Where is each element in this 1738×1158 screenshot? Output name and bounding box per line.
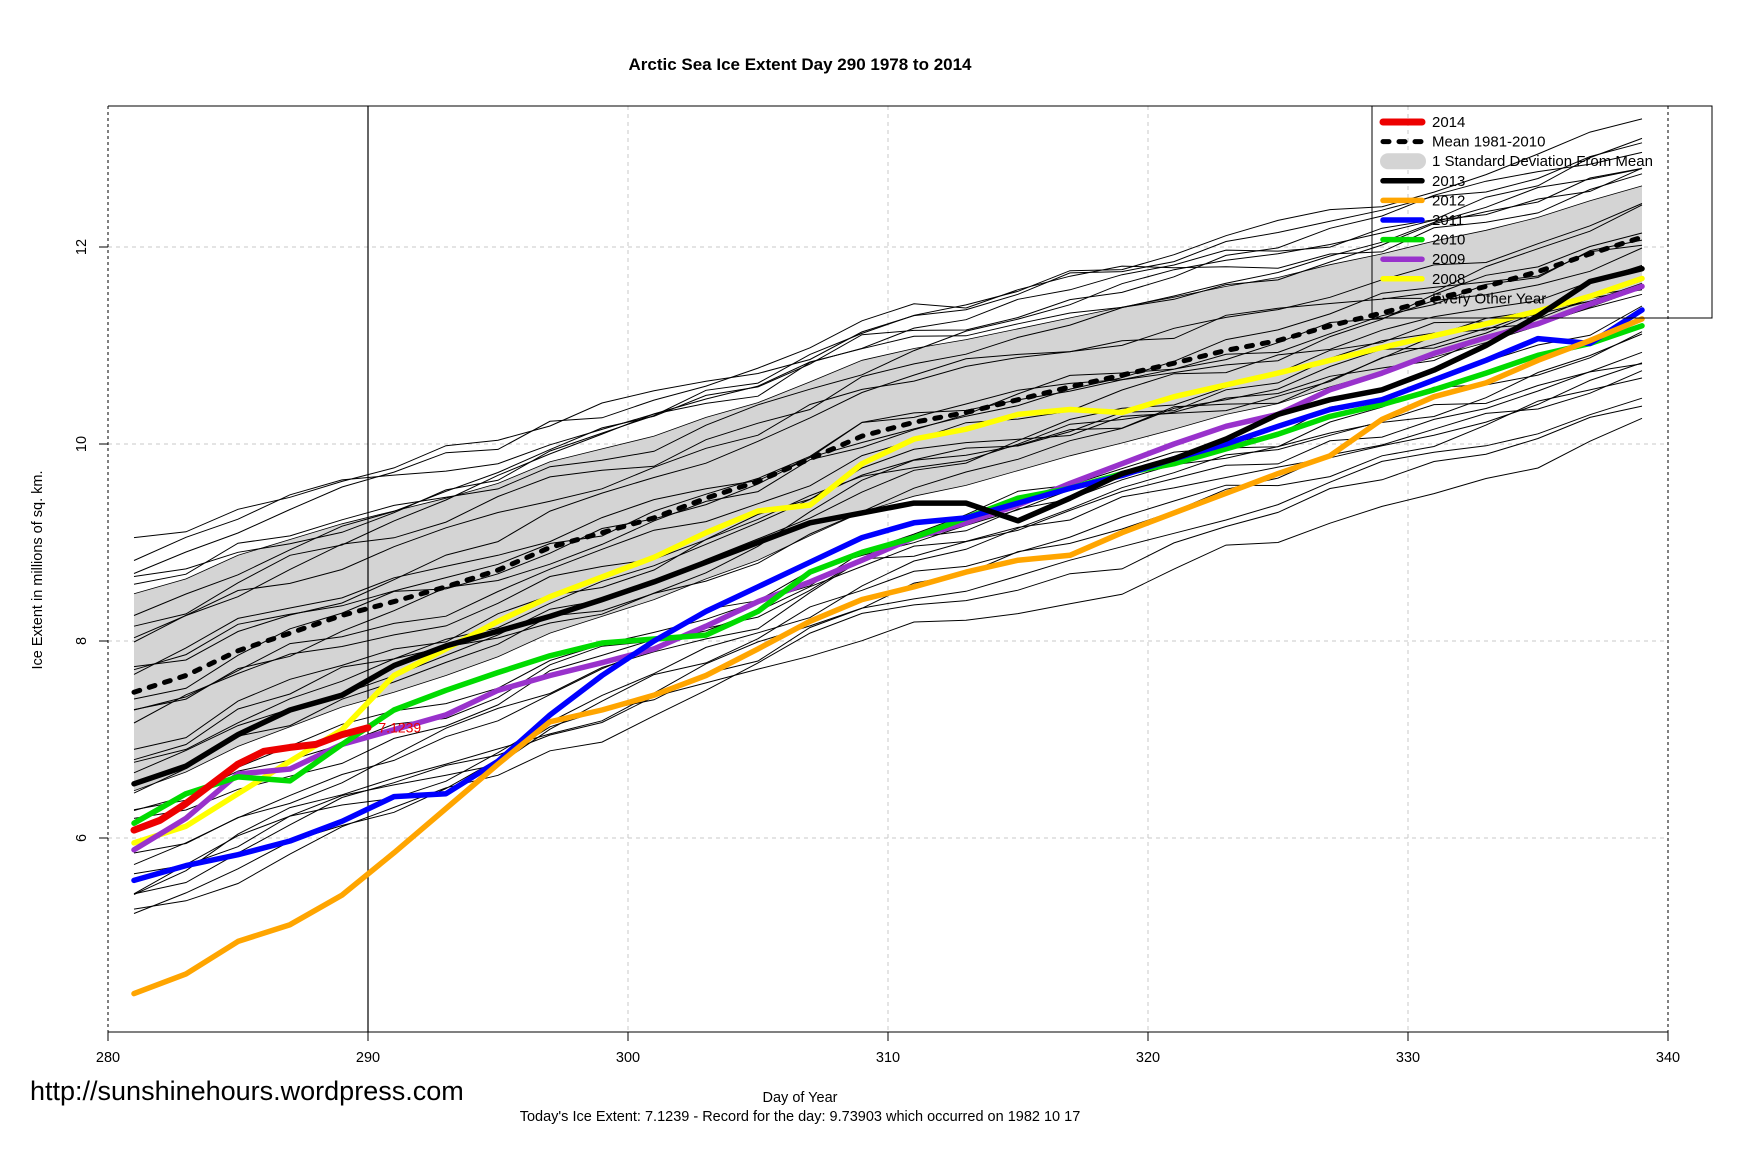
other-year-line	[133, 397, 1643, 895]
x-tick-label: 280	[96, 1050, 120, 1066]
x-tick-label: 300	[616, 1050, 640, 1066]
series-line-2009	[131, 283, 1645, 853]
other-year-line	[133, 417, 1643, 895]
other-year-line	[133, 280, 1643, 750]
legend-label-2008: 2008	[1432, 271, 1465, 288]
legend-label-1-standard-deviation-from-mean: 1 Standard Deviation From Mean	[1432, 153, 1653, 170]
std-deviation-band	[134, 185, 1642, 791]
other-year-line	[133, 142, 1643, 539]
x-tick-label: 340	[1656, 1050, 1680, 1066]
y-tick-label: 6	[74, 834, 90, 842]
other-year-line	[133, 244, 1643, 700]
other-year-line	[133, 377, 1643, 875]
other-year-line	[133, 289, 1643, 724]
other-year-line	[133, 282, 1643, 761]
other-year-line	[133, 293, 1643, 763]
y-tick-label: 8	[74, 637, 90, 645]
other-year-line	[133, 405, 1643, 910]
y-tick-label: 10	[74, 436, 90, 452]
std-deviation-band-upper-edge	[133, 185, 1643, 595]
other-year-line	[133, 264, 1643, 711]
legend-label-2013: 2013	[1432, 173, 1465, 190]
series-line-2008	[131, 275, 1645, 846]
legend-label-2010: 2010	[1432, 232, 1465, 249]
legend-label-every-other-year: Every Other Year	[1432, 290, 1546, 307]
legend-label-2012: 2012	[1432, 192, 1465, 209]
series-line-2010	[131, 323, 1645, 826]
current-value-annotation: 7.1239	[378, 720, 421, 736]
other-year-line	[133, 232, 1643, 671]
legend-label-2014: 2014	[1432, 114, 1465, 131]
chart-title: Arctic Sea Ice Extent Day 290 1978 to 20…	[628, 55, 972, 74]
legend-swatch-band	[1380, 153, 1426, 170]
y-axis-label: Ice Extent in millions of sq. km.	[30, 470, 46, 669]
x-tick-label: 290	[356, 1050, 380, 1066]
x-tick-label: 330	[1396, 1050, 1420, 1066]
series-line-2014	[130, 724, 372, 834]
footnote-text: Today's Ice Extent: 7.1239 - Record for …	[520, 1109, 1081, 1125]
legend-label-2011: 2011	[1432, 212, 1464, 229]
x-axis-label: Day of Year	[763, 1090, 838, 1106]
legend-box	[1371, 105, 1713, 319]
other-year-line	[133, 137, 1643, 561]
other-year-line	[133, 167, 1643, 585]
other-year-line	[133, 239, 1643, 675]
series-line-2013	[131, 265, 1645, 787]
watermark-url: http://sunshinehours.wordpress.com	[30, 1076, 464, 1106]
series-line-2012	[131, 316, 1645, 997]
x-tick-label: 320	[1136, 1050, 1160, 1066]
other-year-line	[133, 173, 1643, 574]
series-line-2011	[131, 307, 1645, 884]
other-year-line	[133, 118, 1643, 577]
other-year-line	[133, 151, 1643, 616]
x-tick-label: 310	[876, 1050, 900, 1066]
other-year-line	[133, 362, 1643, 811]
y-tick-label: 12	[74, 239, 90, 255]
series-line-mean-1981-2010	[131, 234, 1645, 695]
legend-label-2009: 2009	[1432, 251, 1465, 268]
legend-label-mean-1981-2010: Mean 1981-2010	[1432, 134, 1545, 151]
other-year-line	[133, 351, 1643, 866]
